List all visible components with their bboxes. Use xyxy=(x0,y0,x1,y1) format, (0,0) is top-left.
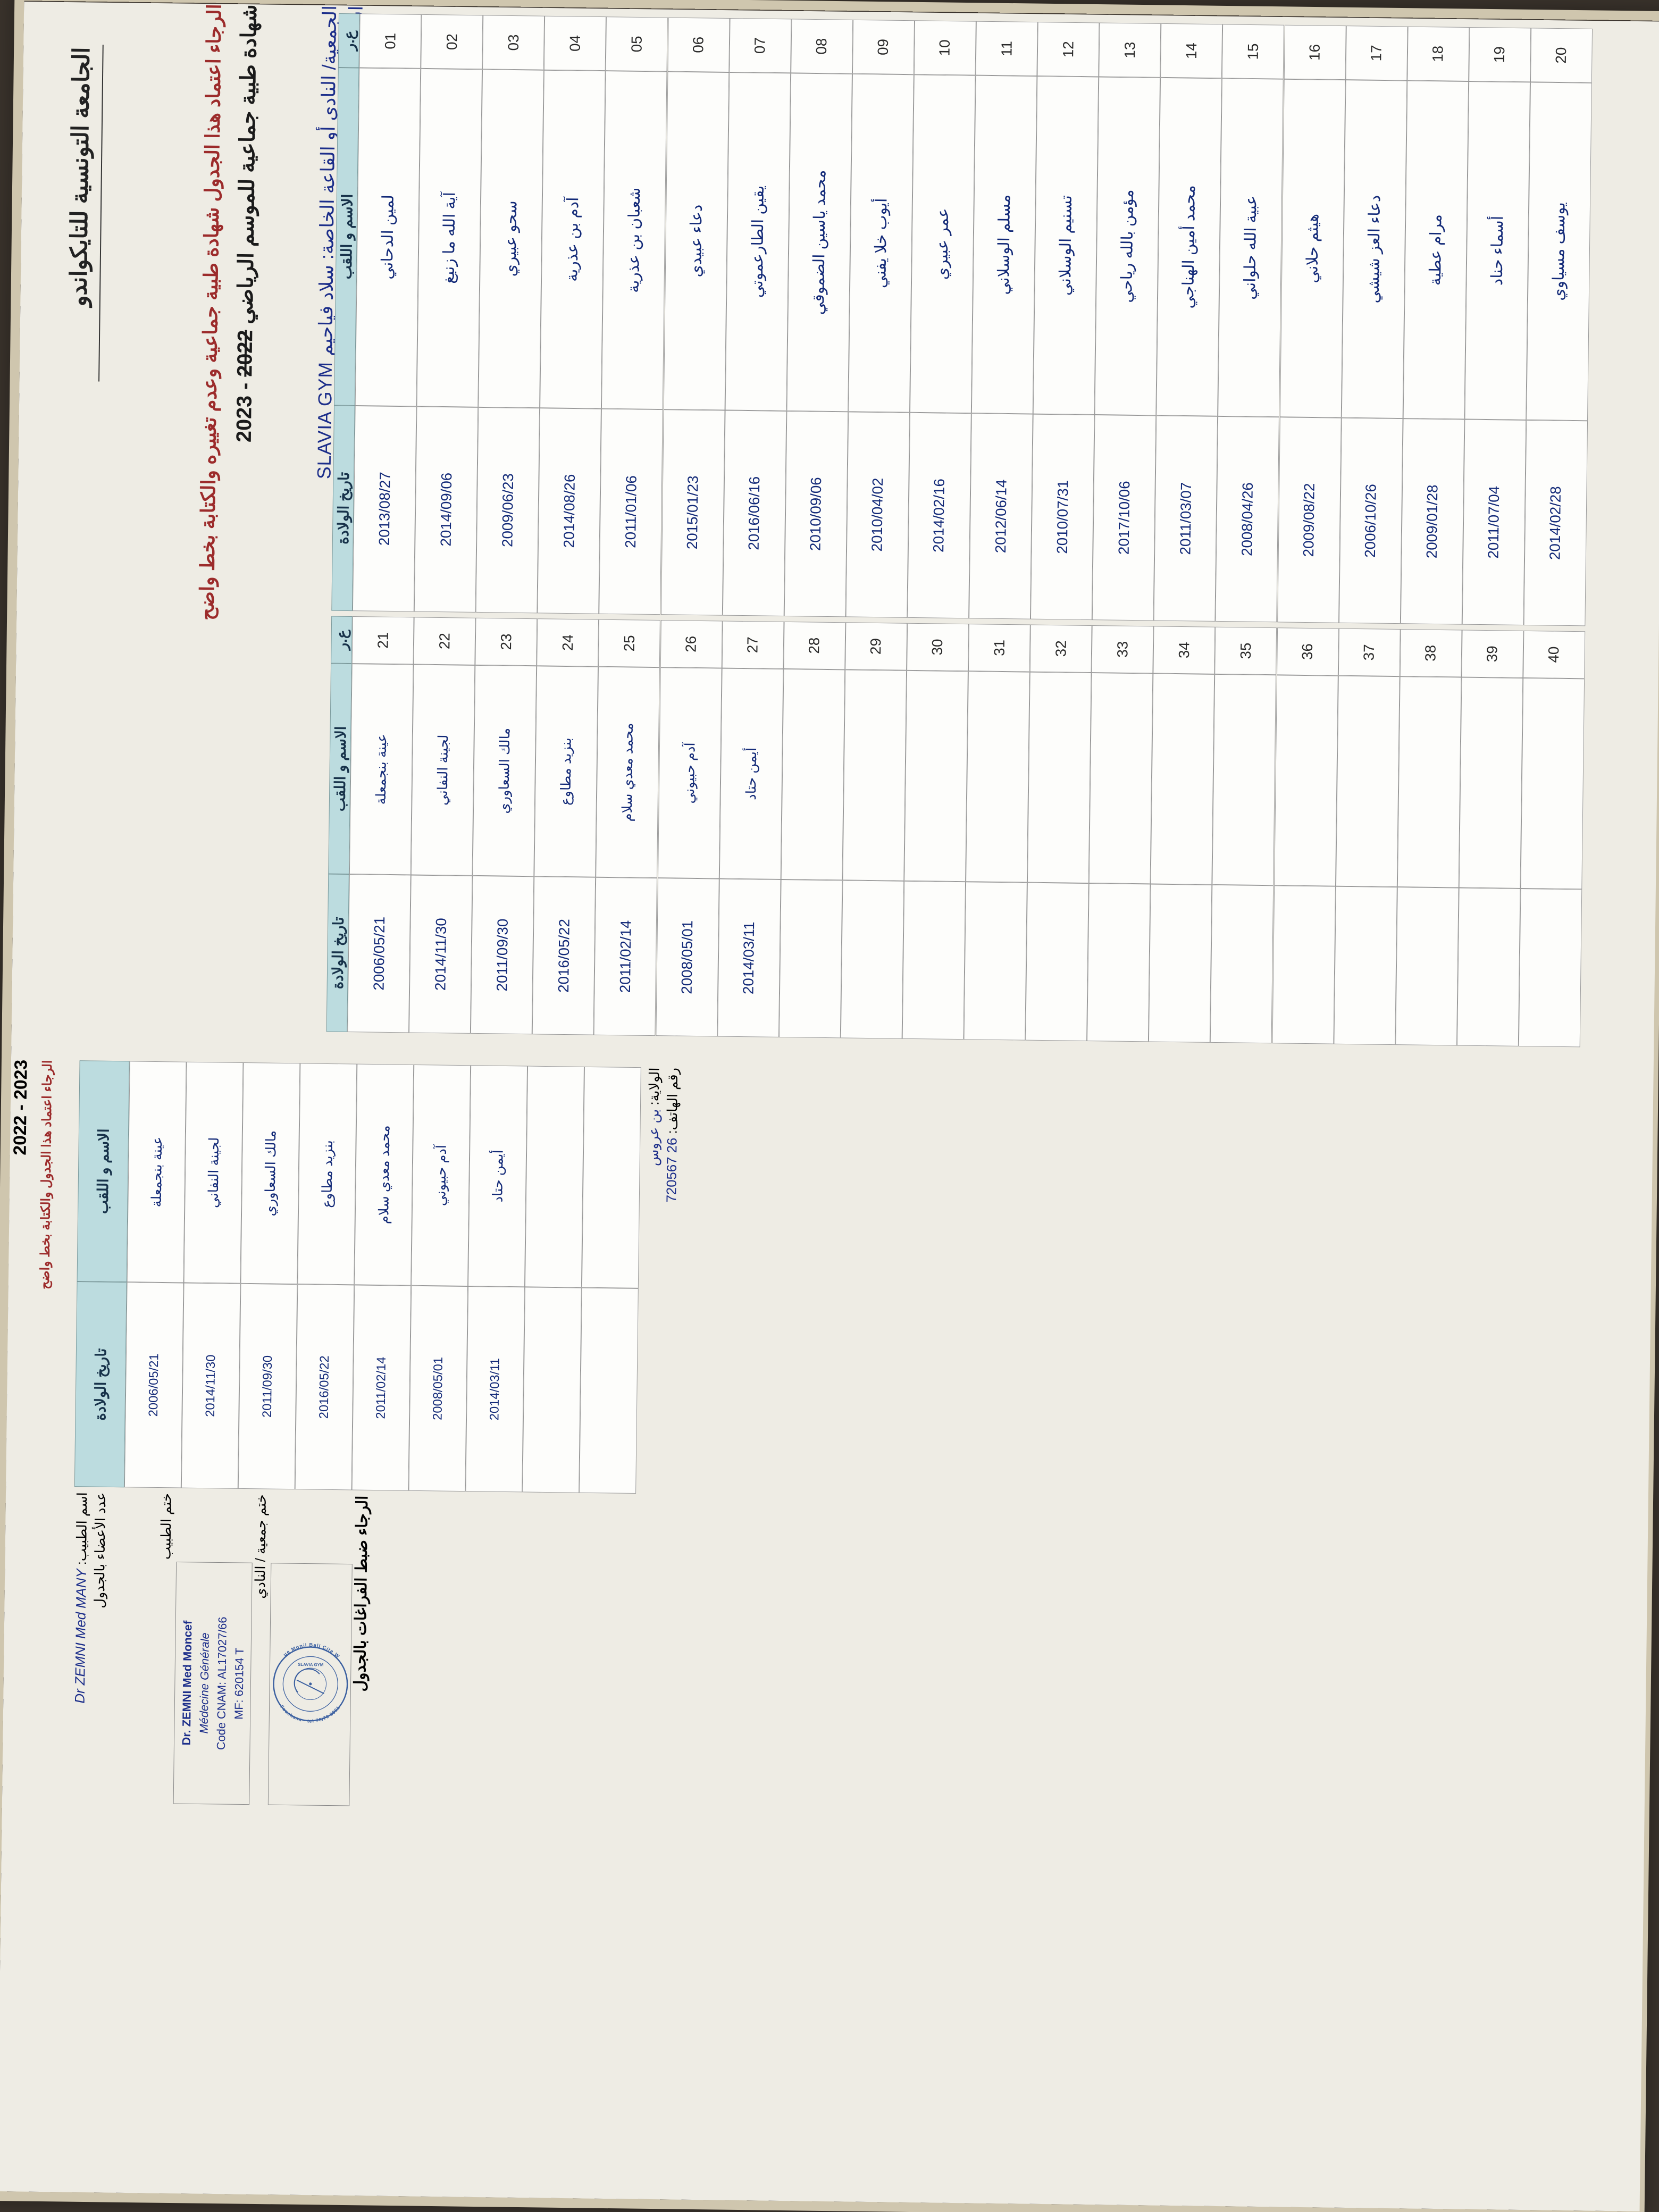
svg-text:Fouchana - tel 76/70 5961: Fouchana - tel 76/70 5961 xyxy=(279,1704,341,1724)
svg-text:SLAVIA GYM: SLAVIA GYM xyxy=(298,1662,324,1668)
